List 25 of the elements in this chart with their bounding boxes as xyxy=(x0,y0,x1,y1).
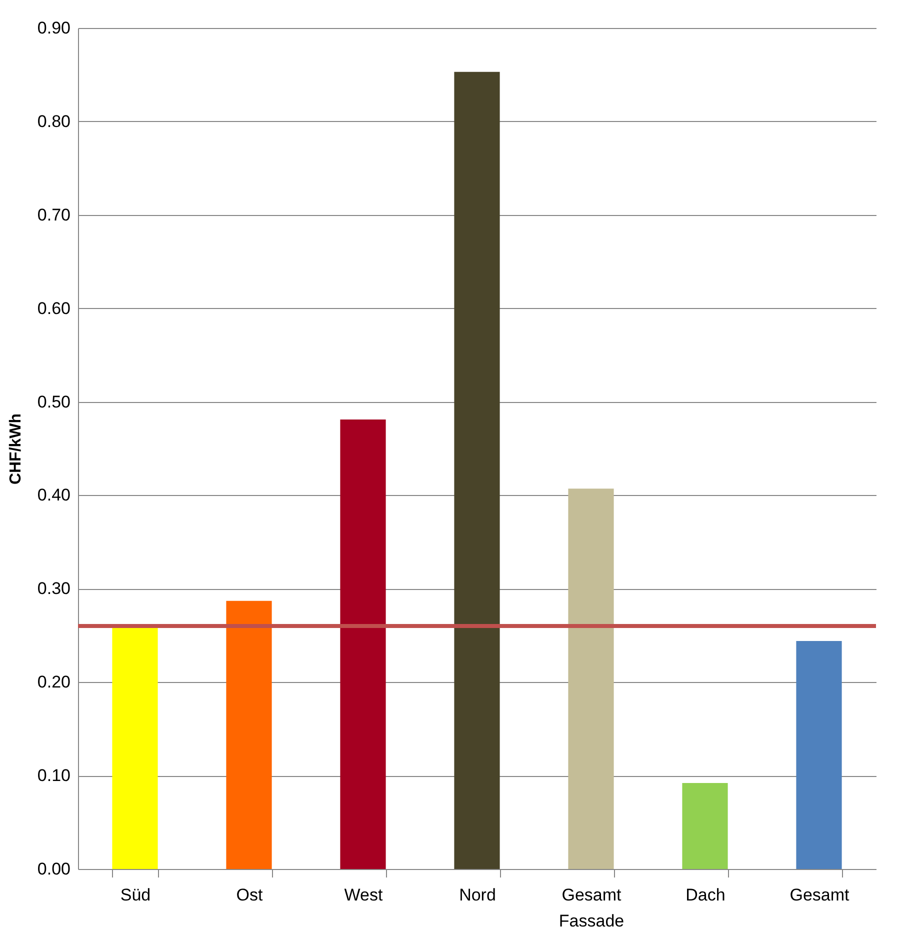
y-axis-title: CHF/kWh xyxy=(7,413,24,485)
x-tick-label: Ost xyxy=(236,886,263,904)
x-tick-label: Gesamt xyxy=(790,886,850,904)
y-tick-label: 0.60 xyxy=(37,298,70,318)
bar xyxy=(112,626,158,869)
bar xyxy=(226,600,272,869)
y-tick-label: 0.10 xyxy=(37,766,70,786)
x-tick-label: Süd xyxy=(120,886,151,904)
y-tick-label: 0.80 xyxy=(37,112,70,131)
bar xyxy=(682,783,728,869)
x-tick-label: Dach xyxy=(686,886,726,904)
x-tick-label: Nord xyxy=(459,886,496,904)
bar xyxy=(454,72,500,869)
y-tick-label: 0.90 xyxy=(37,18,70,38)
bar xyxy=(568,488,614,869)
bar xyxy=(340,420,386,869)
y-tick-label: 0.20 xyxy=(37,672,70,692)
y-tick-label: 0.30 xyxy=(37,579,70,598)
y-tick-label: 0.70 xyxy=(37,205,70,224)
bar xyxy=(796,640,842,869)
y-tick-label: 0.00 xyxy=(37,860,70,878)
x-tick-label: Gesamt Fassade xyxy=(558,886,624,930)
y-tick-label: 0.40 xyxy=(37,486,70,505)
y-tick-label: 0.50 xyxy=(37,392,70,412)
x-tick-label: West xyxy=(344,886,383,904)
